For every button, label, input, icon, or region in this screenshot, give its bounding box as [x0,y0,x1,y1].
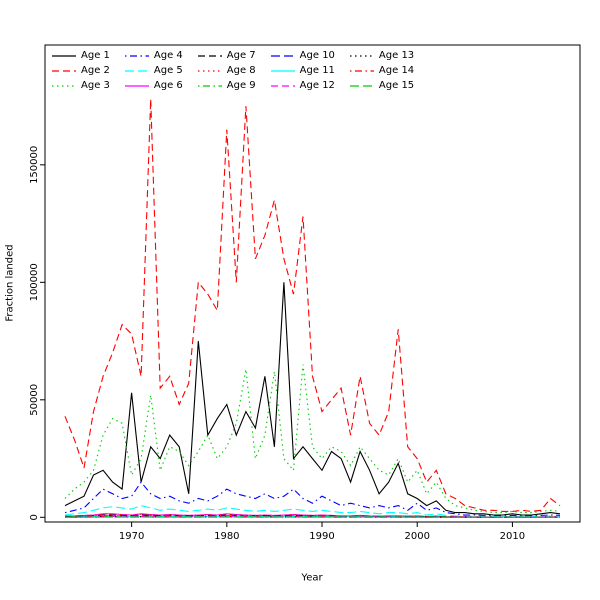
legend-line-sample [270,69,295,72]
x-tick-label: 2000 [404,531,429,542]
legend-line-sample [52,84,76,87]
legend-line-sample [270,54,295,57]
x-tick-label: 2010 [500,531,525,542]
legend-item-age-1: Age 1 [52,48,110,63]
legend-item-age-5: Age 5 [124,63,183,78]
legend-line-sample [270,84,295,87]
legend-label: Age 13 [378,50,415,61]
series-line-age-2 [64,98,561,512]
legend-item-age-10: Age 10 [270,48,335,63]
x-axis-label: Year [301,572,323,584]
legend-line-sample [124,54,149,57]
legend-label: Age 8 [226,65,256,76]
legend-label: Age 6 [153,80,183,91]
x-tick-label: 1980 [214,531,239,542]
legend-label: Age 1 [81,50,110,61]
legend-line-sample [124,84,149,87]
y-tick-label: 0 [29,514,40,520]
legend-item-age-8: Age 8 [197,63,256,78]
legend-item-age-15: Age 15 [349,78,415,93]
legend-item-age-3: Age 3 [52,78,110,93]
y-tick-label: 100000 [29,263,40,301]
legend-item-age-9: Age 9 [197,78,256,93]
series-line-age-3 [64,364,561,514]
chart-legend: Age 1 Age 2 Age 3 Age 4 Age 5 Age 6 Age 7 Age 8… [52,48,414,93]
series-line-age-1 [64,282,561,516]
legend-label: Age 11 [299,65,335,76]
legend-line-sample [52,54,76,57]
y-tick-label: 150000 [29,146,40,184]
legend-label: Age 4 [153,50,183,61]
legend-item-age-13: Age 13 [349,48,415,63]
legend-label: Age 3 [81,80,110,91]
legend-line-sample [197,84,222,87]
legend-item-age-7: Age 7 [197,48,256,63]
x-tick-label: 1990 [309,531,334,542]
legend-line-sample [197,69,222,72]
legend-item-age-6: Age 6 [124,78,183,93]
legend-label: Age 5 [153,65,183,76]
legend-label: Age 14 [378,65,415,76]
legend-item-age-11: Age 11 [270,63,335,78]
legend-label: Age 7 [226,50,256,61]
legend-item-age-4: Age 4 [124,48,183,63]
plot-box [44,44,581,523]
legend-line-sample [349,84,374,87]
legend-item-age-12: Age 12 [270,78,335,93]
legend-item-age-2: Age 2 [52,63,110,78]
series-line-age-4 [64,481,561,517]
legend-line-sample [349,69,374,72]
legend-label: Age 10 [299,50,335,61]
legend-label: Age 12 [299,80,335,91]
legend-line-sample [197,54,222,57]
y-tick-label: 50000 [29,384,40,416]
legend-label: Age 2 [81,65,110,76]
legend-item-age-14: Age 14 [349,63,415,78]
legend-line-sample [52,69,76,72]
x-tick-label: 1970 [119,531,144,542]
legend-label: Age 15 [378,80,415,91]
y-axis-label: Fraction landed [4,244,16,322]
legend-label: Age 9 [226,80,256,91]
legend-line-sample [349,54,374,57]
legend-line-sample [124,69,149,72]
